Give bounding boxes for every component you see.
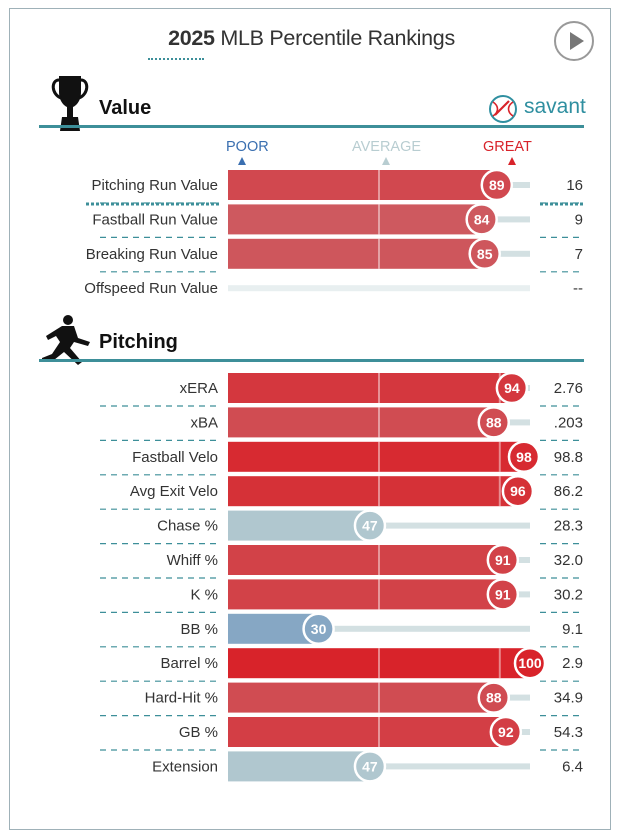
percentile-bar [228,170,497,200]
percentile-value: 96 [510,483,526,499]
percentile-circle [302,612,335,646]
metric-label: Fastball Velo [132,449,218,466]
scale-great-label: GREAT [483,139,532,155]
metric-label: Fastball Run Value [92,211,218,228]
scale-poor-label: POOR [226,139,269,155]
baseball-icon [489,95,517,123]
percentile-circle [489,715,523,749]
percentile-circle [507,440,541,474]
percentile-circle [465,203,498,236]
metric-value: .203 [554,414,583,431]
metric-value: 32.0 [554,552,583,569]
section-title-pitching: Pitching [99,331,178,353]
metric-value: 9.1 [562,621,583,638]
percentile-circle [486,543,520,577]
percentile-circle [477,406,511,439]
play-button[interactable] [554,21,594,61]
percentile-value: 94 [504,380,520,396]
metric-label: Barrel % [160,655,218,672]
title-year: 2025 [168,26,215,50]
percentile-bar [228,510,370,541]
percentile-circle [353,509,387,542]
percentile-bar [228,579,503,610]
percentile-value: 91 [495,586,511,602]
percentile-bar [228,238,485,269]
metric-label: K % [190,586,218,603]
metric-label: Offspeed Run Value [84,280,218,297]
metric-label: Pitching Run Value [92,177,218,194]
percentile-bar [228,648,530,679]
percentile-circle [480,168,514,202]
title-underline [148,58,204,60]
percentile-circle [495,371,529,405]
percentile-value: 88 [486,414,502,430]
metric-value: 7 [575,246,583,263]
percentile-bar [228,373,512,403]
percentile-value: 91 [495,552,511,568]
percentile-value: 92 [498,724,514,740]
percentile-circle [468,237,501,271]
percentile-bar [228,682,494,713]
value-section-rule [39,125,584,128]
metric-label: BB % [180,621,218,638]
section-title-value: Value [99,97,152,119]
metric-label: Avg Exit Velo [130,483,218,500]
percentile-bar [228,545,503,575]
percentile-bar [228,204,482,235]
percentile-bar [228,476,518,507]
percentile-value: 89 [489,177,505,193]
metric-value: 54.3 [554,724,583,741]
percentile-circle [477,681,511,714]
trophy-icon [51,76,89,131]
percentile-value: 84 [474,211,490,227]
pitching-section-rule [39,359,584,362]
percentile-value: 85 [477,246,493,262]
percentile-bar [228,441,524,472]
percentile-value: 30 [311,621,327,637]
scale-great-arrow [508,157,516,165]
metric-label: xERA [180,380,218,397]
scale-poor-arrow [238,157,246,165]
metric-label: Breaking Run Value [86,246,218,263]
metric-value: 2.76 [554,380,583,397]
percentile-value: 100 [518,655,542,671]
metric-label: Chase % [157,518,218,535]
brand-name: savant [524,95,586,118]
percentile-circle [501,474,535,508]
metric-value: 16 [566,177,583,194]
percentile-circle [353,750,387,783]
card-frame [9,8,611,830]
percentile-bar [228,717,506,747]
percentile-value: 47 [362,518,378,534]
bar-track [228,625,530,632]
percentile-value: 98 [516,449,532,465]
percentile-circle [513,646,547,680]
metric-value: 2.9 [562,655,583,672]
percentile-value: 47 [362,758,378,774]
percentile-circle [486,578,520,611]
percentile-value: 88 [486,690,502,706]
metric-value: 98.8 [554,449,583,466]
metric-value: 28.3 [554,518,583,535]
metric-label: Hard-Hit % [145,690,218,707]
metric-label: Whiff % [167,552,218,569]
scale-average-label: AVERAGE [352,139,422,155]
metric-value: -- [573,280,583,297]
pitcher-icon [42,315,90,365]
metric-value: 86.2 [554,483,583,500]
metric-label: GB % [179,724,218,741]
percentile-bar [228,407,494,438]
scale-average-arrow [382,157,390,165]
percentile-bar [228,751,370,782]
page-title: 2025 MLB Percentile Rankings [0,26,623,51]
empty-track [228,285,530,292]
metric-value: 6.4 [562,758,583,775]
metric-value: 30.2 [554,586,583,603]
title-text: MLB Percentile Rankings [220,26,455,50]
metric-label: xBA [190,414,218,431]
metric-value: 9 [575,211,583,228]
metric-value: 34.9 [554,690,583,707]
metric-label: Extension [152,758,218,775]
